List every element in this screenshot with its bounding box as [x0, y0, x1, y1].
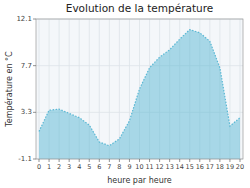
tick	[33, 19, 36, 20]
tick-label: 3.3	[21, 108, 32, 116]
tick	[89, 159, 90, 162]
tick-label: 8	[117, 163, 121, 171]
tick	[159, 159, 160, 162]
tick-label: 14	[176, 163, 184, 171]
ticks: -1.13.37.712.101234567891011121314151617…	[16, 15, 244, 171]
tick	[179, 159, 180, 162]
tick-label: 12	[155, 163, 163, 171]
tick-label: 0	[37, 163, 41, 171]
data	[39, 30, 240, 159]
tick	[219, 159, 220, 162]
tick-label: 15	[186, 163, 194, 171]
tick-label: 7.7	[21, 62, 32, 70]
tick-label: 9	[127, 163, 131, 171]
area	[39, 30, 240, 159]
tick	[139, 159, 140, 162]
tick-label: 1	[47, 163, 51, 171]
tick	[109, 159, 110, 162]
y-axis-label: Température en °C	[4, 51, 14, 128]
grid	[36, 19, 243, 159]
tick	[99, 159, 100, 162]
tick	[239, 159, 240, 162]
tick-label: 16	[196, 163, 204, 171]
x-axis-label: heure par heure	[107, 176, 172, 185]
tick	[69, 159, 70, 162]
tick-label: -1.1	[18, 155, 32, 163]
tick	[39, 159, 40, 162]
line	[39, 30, 240, 146]
tick-label: 13	[166, 163, 174, 171]
tick	[33, 65, 36, 66]
tick-label: 5	[87, 163, 91, 171]
chart: -1.13.37.712.101234567891011121314151617…	[0, 0, 250, 188]
tick-label: 3	[67, 163, 71, 171]
tick	[189, 159, 190, 162]
tick-label: 18	[216, 163, 224, 171]
tick-label: 19	[226, 163, 234, 171]
tick	[49, 159, 50, 162]
tick	[33, 112, 36, 113]
title: Evolution de la température	[66, 2, 213, 14]
grid-line	[109, 19, 110, 159]
tick	[59, 159, 60, 162]
grid-line	[99, 19, 100, 159]
frame	[36, 19, 243, 159]
tick-label: 6	[97, 163, 101, 171]
plot-area	[36, 19, 243, 159]
tick	[149, 159, 150, 162]
tick-label: 20	[236, 163, 244, 171]
tick	[169, 159, 170, 162]
tick-label: 12.1	[16, 15, 32, 23]
tick-label: 2	[57, 163, 61, 171]
tick-label: 17	[206, 163, 214, 171]
tick-label: 4	[77, 163, 81, 171]
tick-label: 10	[135, 163, 143, 171]
tick	[129, 159, 130, 162]
tick	[229, 159, 230, 162]
tick	[209, 159, 210, 162]
tick	[199, 159, 200, 162]
tick	[119, 159, 120, 162]
tick	[33, 159, 36, 160]
tick-label: 7	[107, 163, 111, 171]
tick	[79, 159, 80, 162]
tick-label: 11	[145, 163, 153, 171]
